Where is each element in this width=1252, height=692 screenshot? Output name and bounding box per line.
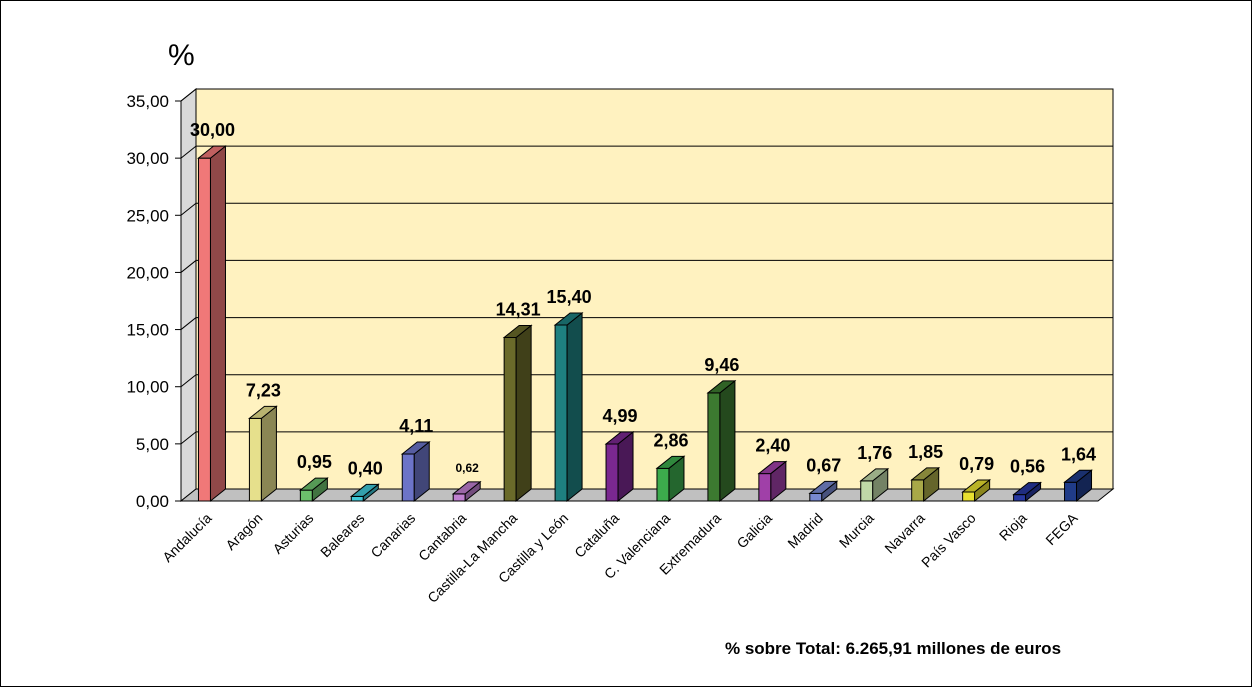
bar	[910, 466, 941, 503]
bar-front	[911, 479, 925, 502]
bar-front	[197, 157, 211, 502]
data-label: 4,11	[399, 416, 433, 436]
bar-front	[707, 392, 721, 502]
gridline-side	[180, 431, 197, 445]
bar-front	[860, 480, 874, 502]
bar-top	[502, 324, 533, 338]
y-tick-label: 10,00	[126, 378, 169, 397]
bar-front	[554, 324, 568, 502]
y-tick-label: 30,00	[126, 149, 169, 168]
bar	[1012, 481, 1043, 503]
bar-front	[656, 467, 670, 502]
bar	[604, 430, 635, 503]
data-label: 1,64	[1061, 444, 1096, 464]
data-label: 1,76	[857, 443, 892, 463]
bar	[247, 405, 278, 503]
bar-top	[859, 468, 890, 482]
bar	[859, 467, 890, 503]
gridline-side	[180, 374, 197, 388]
data-label: 9,46	[704, 355, 739, 375]
bar	[655, 455, 686, 503]
bar	[706, 379, 737, 503]
bar-front	[350, 495, 364, 502]
bar-front	[1064, 481, 1078, 502]
bar-front	[248, 417, 262, 502]
data-label: 7,23	[246, 380, 281, 400]
bar-top	[553, 312, 584, 326]
bar-top	[1063, 469, 1093, 483]
data-label: 0,62	[456, 461, 480, 475]
bar-top	[757, 461, 788, 475]
bar-side	[260, 405, 277, 503]
data-label: 30,00	[190, 120, 235, 140]
data-label: 2,40	[755, 436, 790, 456]
bar-top	[604, 431, 635, 445]
bar-top	[451, 481, 482, 495]
data-label: 2,86	[653, 430, 688, 450]
bar	[553, 311, 584, 503]
bar-side	[515, 324, 532, 503]
y-tick-label: 0,00	[136, 492, 169, 511]
data-label: 0,56	[1010, 457, 1045, 477]
gridline-side	[180, 317, 197, 330]
bar	[808, 480, 839, 503]
bar-top	[910, 467, 941, 481]
y-tick-label: 20,00	[126, 263, 169, 282]
data-label: 0,95	[297, 452, 332, 472]
bar-front	[1013, 494, 1027, 502]
data-label: 14,31	[496, 299, 541, 319]
gridline-side	[180, 88, 197, 102]
gridline-side	[180, 260, 197, 273]
bar-top	[349, 483, 380, 497]
bar-top	[247, 405, 278, 419]
bar	[961, 478, 992, 503]
data-label: 0,67	[806, 455, 841, 475]
bar	[451, 480, 482, 503]
data-label: 0,79	[959, 454, 994, 474]
bar-side	[209, 145, 226, 503]
bar	[349, 483, 380, 503]
gridline-side	[180, 145, 197, 159]
y-tick-label: 35,00	[126, 92, 169, 111]
bar-front	[299, 489, 313, 502]
side-wall	[180, 87, 197, 503]
unit-label: %	[168, 39, 195, 72]
bar-front	[452, 493, 466, 502]
data-label: 4,99	[603, 406, 638, 426]
bar-top	[655, 455, 686, 469]
gridline-side	[180, 202, 197, 216]
bar-top	[808, 480, 839, 494]
bar	[197, 145, 227, 503]
bar-front	[401, 453, 415, 502]
data-label: 1,85	[908, 442, 943, 462]
bar-side	[719, 379, 736, 503]
bar-top	[1012, 482, 1043, 496]
data-label: 15,40	[547, 287, 592, 307]
bar-front	[605, 443, 619, 502]
data-label: 0,40	[348, 458, 383, 478]
back-wall	[195, 88, 1114, 490]
bar	[400, 440, 431, 503]
bar-front	[758, 473, 772, 502]
bar-top	[298, 477, 329, 491]
bar	[298, 477, 329, 503]
bar-top	[961, 479, 992, 493]
y-tick-label: 15,00	[126, 321, 169, 340]
bar-front	[809, 492, 823, 502]
bar	[757, 460, 788, 503]
bar	[1063, 469, 1093, 503]
bar-front	[962, 491, 976, 502]
bar-front	[503, 336, 517, 502]
bar-side	[566, 311, 583, 503]
footnote: % sobre Total: 6.265,91 millones de euro…	[725, 639, 1061, 658]
y-tick-label: 25,00	[126, 206, 169, 225]
bar-top	[197, 145, 227, 159]
bar-top	[706, 380, 737, 394]
y-tick-label: 5,00	[136, 435, 169, 454]
bar	[502, 324, 533, 503]
bar-top	[400, 441, 431, 455]
